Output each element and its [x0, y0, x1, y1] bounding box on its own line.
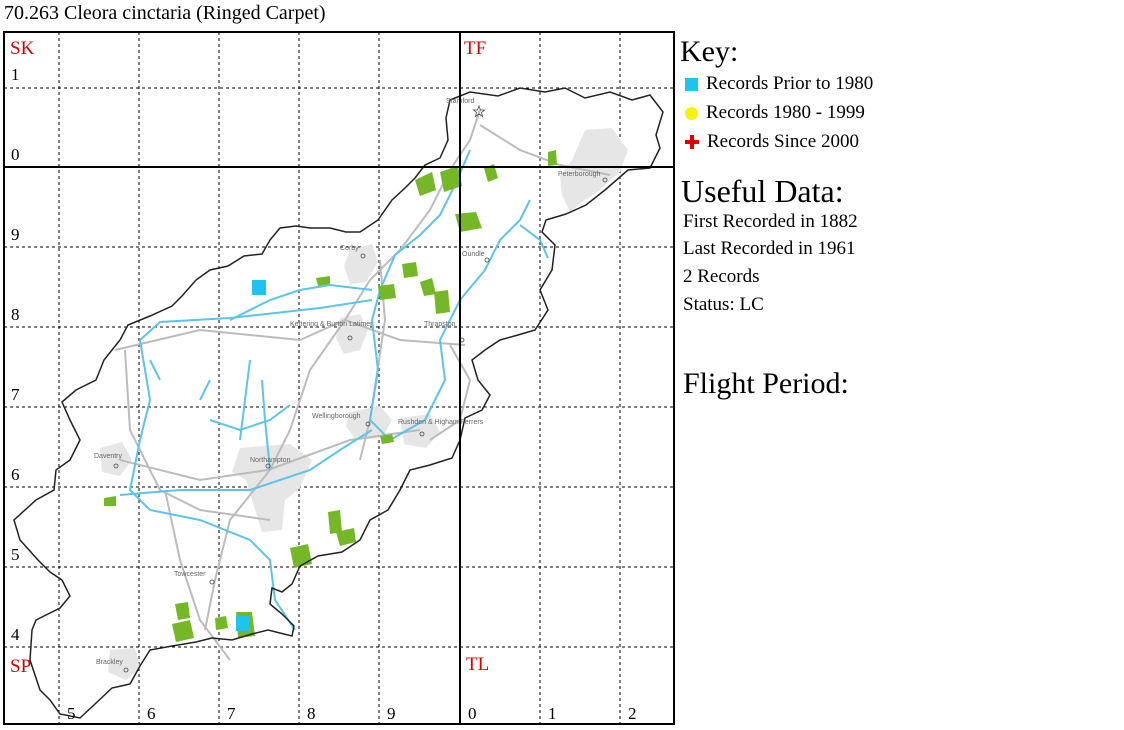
- grid-lines-dashed: [4, 32, 674, 724]
- plus-symbol-icon: [685, 135, 699, 149]
- place-kettering: Kettering & Burton Latimer: [290, 321, 373, 328]
- place-peterborough: Peterborough: [558, 171, 601, 178]
- key-label: Records 1980 - 1999: [706, 102, 865, 123]
- records-layer: [236, 280, 266, 631]
- first-recorded: First Recorded in 1882: [683, 211, 858, 232]
- northing-label: 7: [11, 385, 20, 404]
- last-recorded: Last Recorded in 1961: [683, 238, 856, 259]
- place-corby: Corby: [340, 245, 359, 252]
- easting-label: 6: [147, 704, 156, 723]
- easting-label: 1: [548, 704, 557, 723]
- northing-label: 0: [11, 145, 20, 164]
- urban-areas: [100, 128, 628, 680]
- easting-label: 5: [67, 704, 76, 723]
- easting-label: 7: [227, 704, 236, 723]
- grid-lines-solid: [3, 31, 675, 725]
- easting-label: 8: [307, 704, 316, 723]
- status: Status: LC: [683, 294, 764, 315]
- useful-data-heading: Useful Data:: [681, 173, 844, 209]
- key-item-prior-1980: Records Prior to 1980: [685, 71, 873, 97]
- northing-label: 1: [11, 65, 20, 84]
- town-markers: [113, 104, 608, 673]
- square-label-tl: TL: [466, 654, 489, 675]
- map-title: 70.263 Cleora cinctaria (Ringed Carpet): [4, 2, 326, 24]
- key-label: Records Prior to 1980: [706, 73, 874, 94]
- northing-label: 9: [11, 225, 20, 244]
- place-thrapston: Thrapston: [424, 321, 456, 328]
- square-label-sp: SP: [10, 656, 31, 677]
- key-item-since-2000: Records Since 2000: [685, 129, 859, 155]
- northing-labels: 1 0 9 8 7 6 5 4: [11, 65, 20, 644]
- county-boundary: [13, 87, 664, 719]
- flight-period-heading: Flight Period:: [683, 367, 849, 400]
- place-northampton: Northampton: [250, 457, 291, 464]
- easting-label: 2: [628, 704, 637, 723]
- record-count: 2 Records: [683, 266, 760, 287]
- place-wellingborough: Wellingborough: [312, 413, 361, 420]
- square-label-sk: SK: [10, 38, 35, 59]
- northing-label: 5: [11, 545, 20, 564]
- northing-label: 4: [11, 625, 20, 644]
- grid-square-labels: SK TF SP TL: [10, 38, 489, 677]
- place-daventry: Daventry: [94, 453, 123, 460]
- northing-label: 6: [11, 465, 20, 484]
- place-rushden: Rushden & Higham Ferrers: [398, 419, 484, 426]
- rivers: [119, 149, 549, 631]
- key-heading: Key:: [680, 35, 739, 68]
- record-marker-prior-1980: [252, 280, 266, 295]
- circle-symbol-icon: [685, 106, 698, 120]
- place-brackley: Brackley: [96, 659, 123, 666]
- square-symbol-icon: [685, 77, 698, 91]
- easting-labels: 5 6 7 8 9 0 1 2: [67, 704, 637, 723]
- distribution-map: Stamford Peterborough Corby Oundle Kette…: [3, 31, 675, 725]
- place-names: Stamford Peterborough Corby Oundle Kette…: [94, 98, 601, 666]
- square-label-tf: TF: [464, 38, 486, 59]
- northing-label: 8: [11, 305, 20, 324]
- key-label: Records Since 2000: [707, 131, 859, 152]
- place-towcester: Towcester: [174, 571, 206, 578]
- easting-label: 0: [468, 704, 477, 723]
- easting-label: 9: [387, 704, 396, 723]
- place-oundle: Oundle: [462, 251, 485, 258]
- record-marker-prior-1980: [236, 616, 250, 631]
- key-item-1980-1999: Records 1980 - 1999: [685, 100, 865, 126]
